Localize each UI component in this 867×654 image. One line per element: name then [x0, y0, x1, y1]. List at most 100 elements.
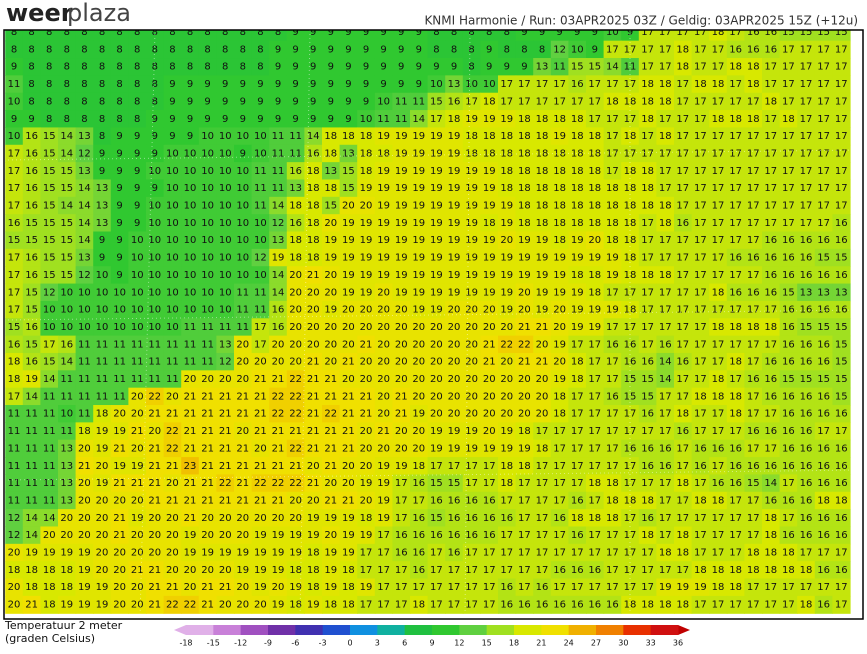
temperature-cell — [832, 92, 851, 111]
temperature-label: 19 — [289, 548, 302, 559]
temperature-label: 20 — [377, 357, 390, 368]
temperature-label: 16 — [676, 357, 689, 368]
temperature-label: 20 — [166, 565, 179, 576]
temperature-label: 8 — [116, 96, 122, 107]
temperature-label: 17 — [606, 565, 619, 576]
temperature-label: 10 — [96, 270, 109, 281]
temperature-label: 9 — [222, 96, 228, 107]
temperature-label: 18 — [712, 495, 725, 506]
temperature-label: 17 — [800, 148, 813, 159]
temperature-cell — [410, 162, 429, 181]
temperature-label: 17 — [641, 478, 654, 489]
temperature-label: 10 — [166, 218, 179, 229]
temperature-label: 21 — [324, 391, 337, 402]
temperature-label: 20 — [219, 530, 232, 541]
temperature-label: 20 — [113, 582, 126, 593]
temperature-label: 19 — [553, 339, 566, 350]
temperature-cell — [656, 162, 675, 181]
temperature-label: 17 — [835, 79, 848, 90]
temperature-label: 17 — [641, 218, 654, 229]
temperature-label: 17 — [606, 79, 619, 90]
temperature-label: 17 — [659, 114, 672, 125]
temperature-label: 15 — [60, 183, 73, 194]
temperature-label: 18 — [712, 322, 725, 333]
temperature-label: 17 — [606, 548, 619, 559]
temperature-label: 11 — [113, 374, 126, 385]
temperature-label: 20 — [219, 513, 232, 524]
temperature-cell — [656, 58, 675, 76]
temperature-label: 11 — [184, 339, 197, 350]
temperature-label: 20 — [236, 374, 249, 385]
colorbar-tick-label: 33 — [646, 639, 656, 648]
temperature-label: 19 — [360, 183, 373, 194]
temperature-cell — [75, 110, 94, 129]
temperature-label: 9 — [345, 27, 351, 38]
temperature-label: 18 — [43, 600, 56, 611]
temperature-cell — [638, 75, 657, 94]
temperature-cell — [216, 58, 235, 76]
temperature-label: 17 — [518, 530, 531, 541]
temperature-label: 19 — [483, 235, 496, 246]
temperature-label: 18 — [624, 218, 637, 229]
temperature-label: 21 — [166, 461, 179, 472]
temperature-cell — [603, 127, 622, 146]
temperature-label: 17 — [571, 339, 584, 350]
temperature-label: 19 — [500, 270, 513, 281]
temperature-label: 21 — [324, 426, 337, 437]
temperature-label: 16 — [747, 287, 760, 298]
temperature-label: 16 — [25, 253, 38, 264]
temperature-label: 19 — [412, 166, 425, 177]
temperature-cell — [462, 40, 481, 59]
temperature-cell — [304, 144, 323, 163]
temperature-label: 15 — [641, 391, 654, 402]
temperature-label: 17 — [676, 443, 689, 454]
temperature-label: 18 — [747, 548, 760, 559]
temperature-label: 17 — [835, 548, 848, 559]
temperature-label: 20 — [377, 322, 390, 333]
temperature-label: 17 — [747, 443, 760, 454]
temperature-label: 15 — [430, 478, 443, 489]
temperature-label: 15 — [8, 235, 21, 246]
temperature-cell — [374, 40, 393, 59]
temperature-label: 9 — [539, 27, 545, 38]
temperature-label: 21 — [254, 374, 267, 385]
temperature-label: 19 — [500, 443, 513, 454]
temperature-label: 16 — [747, 461, 760, 472]
temperature-label: 18 — [307, 183, 320, 194]
temperature-cell — [146, 179, 165, 198]
temperature-label: 19 — [430, 235, 443, 246]
temperature-label: 20 — [113, 548, 126, 559]
temperature-label: 17 — [694, 374, 707, 385]
temperature-label: 19 — [430, 270, 443, 281]
temperature-label: 18 — [676, 62, 689, 73]
temperature-label: 8 — [134, 44, 140, 55]
temperature-label: 19 — [342, 235, 355, 246]
temperature-label: 16 — [430, 495, 443, 506]
temperature-label: 17 — [800, 62, 813, 73]
temperature-label: 11 — [25, 461, 38, 472]
temperature-label: 17 — [518, 513, 531, 524]
temperature-label: 19 — [342, 218, 355, 229]
temperature-label: 18 — [571, 357, 584, 368]
temperature-label: 8 — [240, 44, 246, 55]
temperature-cell — [251, 144, 270, 163]
temperature-cell — [251, 75, 270, 94]
temperature-cell — [586, 144, 605, 163]
temperature-label: 17 — [483, 582, 496, 593]
temperature-label: 19 — [518, 253, 531, 264]
temperature-label: 18 — [712, 391, 725, 402]
temperature-label: 17 — [694, 270, 707, 281]
temperature-label: 19 — [395, 270, 408, 281]
temperature-label: 19 — [412, 183, 425, 194]
temperature-label: 8 — [64, 79, 70, 90]
temperature-label: 14 — [659, 374, 672, 385]
temperature-label: 20 — [166, 548, 179, 559]
temperature-cell — [709, 92, 728, 111]
temperature-cell — [779, 30, 798, 42]
temperature-cell — [638, 92, 657, 111]
temperature-cell — [5, 127, 24, 146]
temperature-label: 15 — [43, 166, 56, 177]
temperature-cell — [498, 127, 517, 146]
temperature-label: 10 — [78, 287, 91, 298]
temperature-label: 19 — [483, 166, 496, 177]
